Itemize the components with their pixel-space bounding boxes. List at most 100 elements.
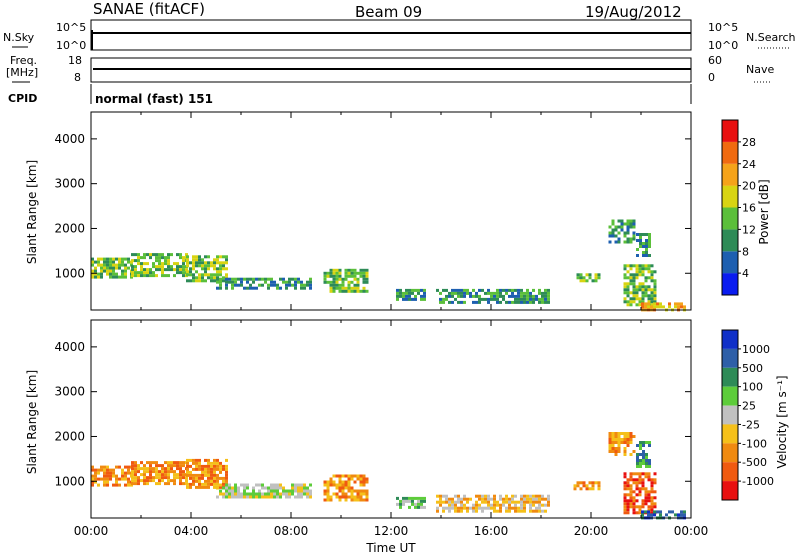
data-cell (112, 257, 115, 261)
data-cell (632, 264, 636, 268)
data-cell (255, 495, 258, 499)
data-cell (623, 511, 627, 515)
data-cell (659, 510, 662, 514)
data-cell (514, 500, 517, 504)
data-cell (246, 495, 249, 499)
data-cell (641, 294, 645, 298)
data-cell (134, 479, 137, 483)
data-cell (167, 256, 170, 260)
data-cell (408, 499, 411, 503)
data-cell (436, 288, 439, 292)
data-cell (344, 495, 348, 499)
data-cell (399, 294, 402, 298)
data-cell (273, 486, 276, 490)
data-cell (541, 494, 544, 498)
data-cell (653, 282, 657, 286)
data-cell (323, 492, 327, 496)
data-cell (97, 257, 100, 261)
data-cell (608, 444, 612, 447)
data-cell (182, 473, 185, 477)
data-cell (258, 489, 261, 493)
data-cell (650, 264, 654, 268)
data-cell (219, 286, 222, 290)
data-cell (511, 291, 514, 295)
data-cell (642, 441, 645, 444)
data-cell (623, 508, 627, 512)
data-cell (457, 506, 460, 510)
data-cell (636, 233, 639, 236)
data-cell (112, 263, 115, 267)
data-cell (632, 282, 636, 286)
data-cell (496, 300, 499, 304)
data-cell (131, 461, 134, 465)
data-cell (149, 268, 152, 272)
data-cell (204, 270, 207, 274)
data-cell (638, 297, 642, 301)
data-cell (481, 500, 484, 504)
data-cell (294, 489, 297, 493)
data-cell (170, 268, 173, 272)
data-cell (127, 465, 130, 469)
data-cell (294, 280, 297, 284)
data-cell (338, 474, 342, 478)
data-cell (653, 510, 656, 514)
data-cell (176, 473, 179, 477)
data-cell (195, 458, 198, 462)
data-cell (472, 503, 475, 507)
data-cell (487, 300, 490, 304)
data-cell (623, 231, 627, 235)
data-cell (399, 291, 402, 295)
data-cell (362, 286, 366, 290)
data-cell (121, 272, 124, 276)
data-cell (526, 294, 529, 298)
data-cell (638, 478, 642, 482)
data-cell (192, 479, 195, 483)
data-cell (644, 472, 648, 476)
data-cell (121, 263, 124, 267)
data-cell (164, 268, 167, 272)
data-cell (261, 492, 264, 496)
data-cell (641, 499, 645, 503)
data-cell (294, 486, 297, 490)
data-cell (189, 470, 192, 474)
data-cell (466, 497, 469, 501)
data-cell (335, 492, 339, 496)
data-cell (356, 489, 360, 493)
data-cell (109, 263, 112, 267)
data-cell (614, 441, 618, 444)
data-cell (186, 485, 189, 489)
data-cell (192, 255, 195, 259)
data-cell (635, 481, 639, 485)
data-cell (109, 477, 112, 481)
data-cell (216, 495, 219, 499)
data-cell (639, 447, 642, 450)
data-cell (635, 493, 639, 497)
data-cell (115, 266, 118, 270)
data-cell (626, 270, 630, 274)
data-cell (170, 265, 173, 269)
data-cell (338, 495, 342, 499)
data-cell (127, 483, 130, 487)
data-cell (198, 261, 201, 265)
data-cell (644, 264, 648, 268)
data-cell (636, 462, 639, 465)
data-cell (335, 486, 339, 490)
data-cell (243, 277, 246, 281)
data-cell (481, 497, 484, 501)
data-cell (423, 505, 426, 509)
data-cell (207, 464, 210, 468)
colorbar-tick-label: -500 (742, 456, 767, 469)
data-cell (644, 305, 647, 309)
data-cell (303, 283, 306, 287)
data-cell (481, 509, 484, 513)
data-cell (645, 254, 648, 257)
data-cell (216, 273, 219, 277)
data-cell (541, 291, 544, 295)
data-cell (632, 234, 636, 238)
data-cell (146, 470, 149, 474)
data-cell (653, 478, 657, 482)
data-cell (112, 272, 115, 276)
data-cell (353, 489, 357, 493)
data-cell (405, 288, 408, 292)
